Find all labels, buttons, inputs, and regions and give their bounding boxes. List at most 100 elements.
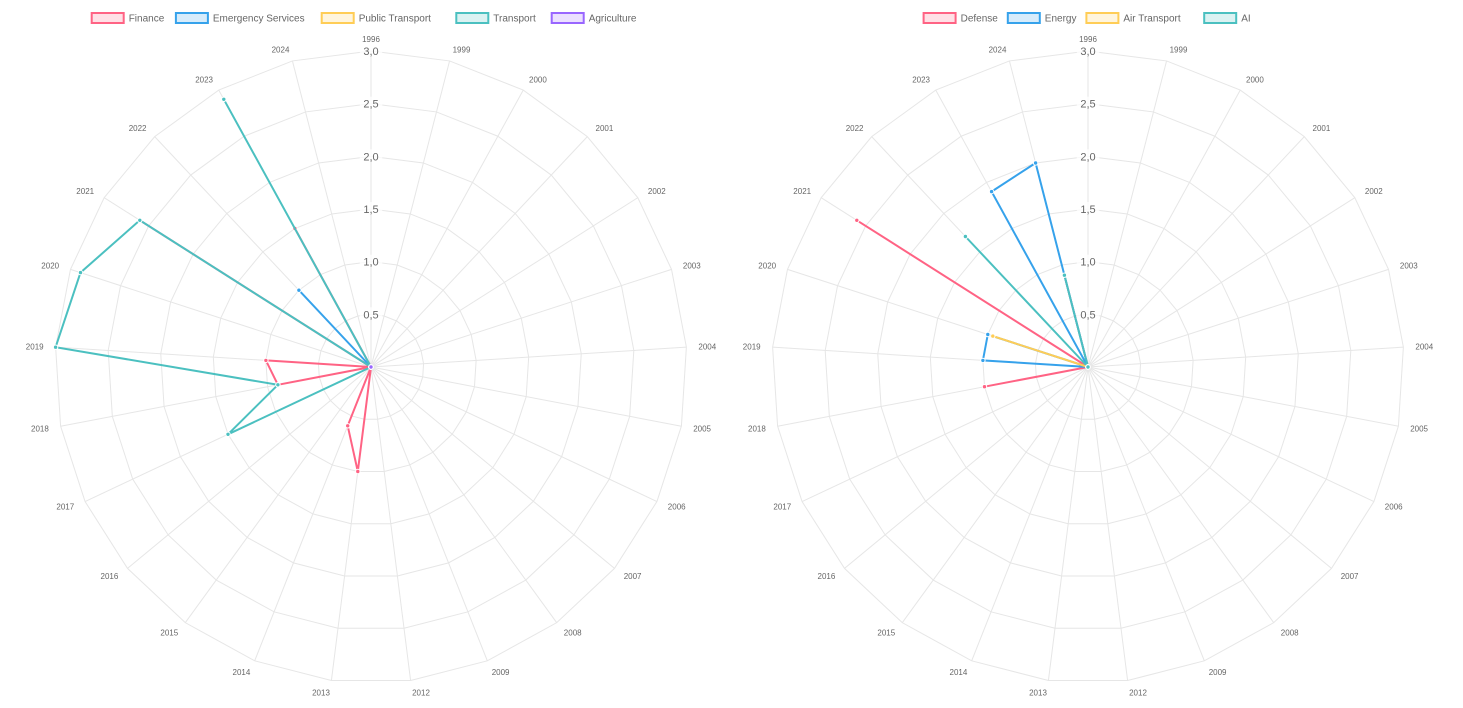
radial-tick-label: 2,0	[363, 151, 378, 163]
category-label: 2002	[1365, 187, 1383, 196]
legend-item[interactable]: Air Transport	[1085, 12, 1181, 25]
category-label: 2020	[758, 262, 776, 271]
data-point[interactable]	[355, 468, 361, 475]
data-point[interactable]	[137, 217, 143, 224]
angle-line	[127, 366, 372, 569]
data-point[interactable]	[225, 431, 231, 437]
radial-tick-label: 0,5	[1080, 309, 1095, 321]
category-label: 2013	[312, 688, 330, 697]
data-point[interactable]	[1032, 160, 1039, 166]
radar-chart-2: 1996 1999 2000 2001 2002 2003 2004 2005 2006 2007…	[743, 12, 1434, 697]
data-point[interactable]	[990, 333, 996, 339]
category-label: 2006	[1385, 503, 1403, 512]
tick-backdrop	[1076, 254, 1100, 267]
tick-backdrop	[1076, 96, 1100, 109]
data-point[interactable]	[52, 344, 59, 350]
data-point[interactable]	[988, 188, 995, 195]
data-point[interactable]	[345, 423, 351, 429]
data-point[interactable]	[1085, 364, 1091, 370]
legend-swatch	[550, 12, 585, 24]
data-point[interactable]	[221, 96, 227, 103]
category-label: 2004	[1415, 342, 1433, 351]
data-point[interactable]	[77, 269, 84, 276]
data-point[interactable]	[985, 331, 991, 338]
radial-ticks: 0,5 1,0 1,5 2,0 2,5 3,0	[359, 44, 383, 321]
category-label: 2001	[596, 124, 614, 133]
category-label: 2021	[793, 187, 811, 196]
tick-backdrop	[359, 307, 383, 320]
angle-line	[370, 366, 412, 681]
radial-tick-label: 3,0	[1080, 46, 1095, 58]
angle-line	[901, 366, 1089, 623]
legend-swatch	[174, 12, 209, 24]
category-label: 1999	[1170, 45, 1188, 54]
category-label: 2014	[950, 668, 968, 677]
legend-item[interactable]: Finance	[90, 12, 165, 25]
category-label: 2007	[1341, 572, 1359, 581]
legend-swatch	[90, 12, 125, 24]
radial-tick-label: 2,0	[1080, 151, 1095, 163]
data-point[interactable]	[296, 287, 302, 293]
angle-line	[370, 366, 682, 427]
radial-tick-label: 3,0	[363, 46, 378, 58]
category-label: 2022	[846, 124, 864, 133]
category-label: 2020	[41, 262, 59, 271]
legend-item[interactable]: Emergency Services	[174, 12, 305, 25]
legend-item[interactable]: Defense	[922, 12, 999, 25]
data-point[interactable]	[275, 382, 281, 388]
legend-label: Transport	[493, 14, 536, 25]
legend-item[interactable]: Transport	[455, 12, 536, 25]
data-point[interactable]	[981, 384, 988, 390]
legend-item[interactable]: Energy	[1006, 12, 1077, 25]
radial-ticks: 0,5 1,0 1,5 2,0 2,5 3,0	[1076, 44, 1100, 321]
angle-line	[370, 60, 451, 368]
category-label: 2017	[56, 503, 74, 512]
category-label: 2015	[877, 628, 895, 637]
angle-line	[70, 268, 372, 368]
series-ai	[962, 233, 1091, 370]
angle-line	[1087, 197, 1356, 368]
category-label: 2009	[1209, 668, 1227, 677]
angle-line	[370, 89, 524, 368]
category-label: 2021	[76, 187, 94, 196]
category-label: 2012	[412, 688, 430, 697]
category-label: 1999	[453, 45, 471, 54]
angle-line	[184, 366, 372, 623]
category-label: 2015	[160, 628, 178, 637]
legend-label: Finance	[129, 14, 165, 25]
legend-swatch	[922, 12, 957, 24]
tick-backdrop	[1076, 44, 1100, 56]
legend-swatch	[320, 12, 355, 24]
angle-line	[370, 197, 639, 368]
legend-label: Defense	[961, 14, 999, 25]
angle-line	[1087, 366, 1205, 661]
grid-ring-5	[824, 103, 1352, 629]
tick-backdrop	[1076, 307, 1100, 320]
angle-line	[370, 366, 658, 502]
legend-item[interactable]: Public Transport	[320, 12, 431, 25]
angle-line	[1087, 366, 1129, 681]
radial-tick-label: 1,0	[363, 257, 378, 269]
legend-swatch	[1085, 12, 1120, 24]
data-point[interactable]	[962, 233, 969, 240]
radial-tick-label: 0,5	[363, 309, 378, 321]
grid-ring-1	[1034, 313, 1142, 420]
angle-line	[1087, 366, 1375, 502]
data-point[interactable]	[368, 364, 374, 370]
grid-ring-4	[160, 155, 582, 577]
legend-item[interactable]: Agriculture	[550, 12, 637, 25]
data-point[interactable]	[1061, 272, 1068, 278]
legend-swatch	[1203, 12, 1238, 24]
tick-backdrop	[359, 44, 383, 56]
angle-line	[1087, 268, 1389, 368]
data-point[interactable]	[854, 217, 860, 224]
angle-line	[844, 366, 1089, 569]
data-point[interactable]	[263, 357, 269, 364]
category-label: 2024	[272, 45, 290, 54]
category-label: 2012	[1129, 688, 1147, 697]
grid-ring-3	[212, 208, 530, 525]
legend-item[interactable]: AI	[1203, 12, 1251, 25]
data-point[interactable]	[980, 357, 986, 364]
category-label: 2008	[564, 628, 582, 637]
radial-tick-label: 2,5	[363, 99, 378, 111]
